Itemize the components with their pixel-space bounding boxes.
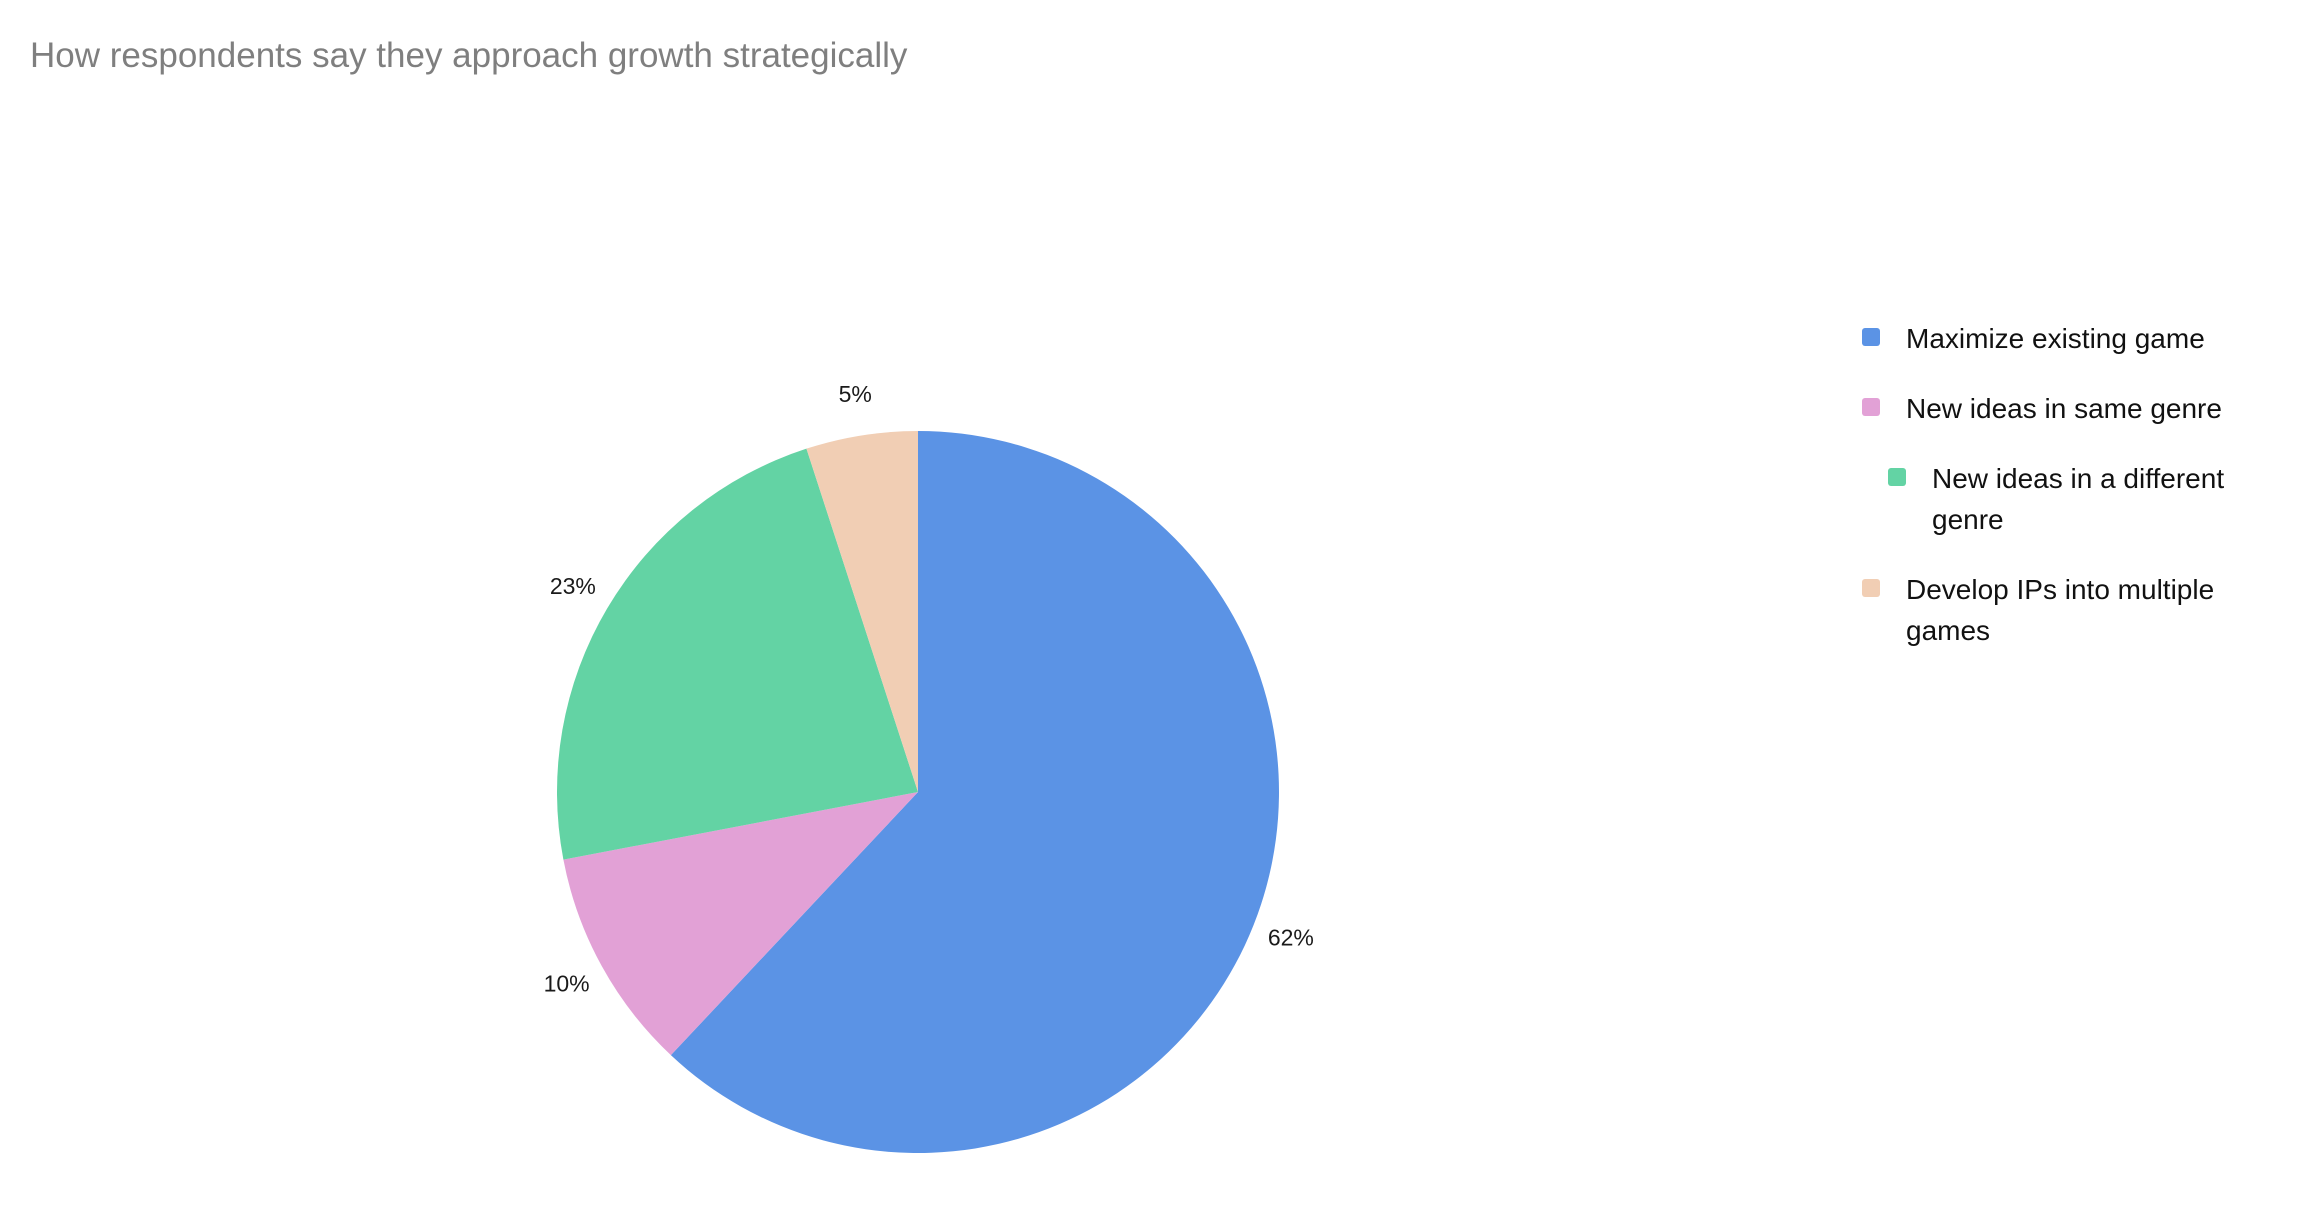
chart-title: How respondents say they approach growth… xyxy=(30,36,908,75)
pie-labels: 62% 10% 23% 5% xyxy=(544,381,1314,996)
pie-slices xyxy=(557,431,1279,1153)
pie-slice-maximize-existing-game[interactable] xyxy=(670,431,1279,1153)
legend-swatch-maximize-existing-game xyxy=(1862,328,1880,346)
legend-label-new-ideas-different-genre: New ideas in a different genre xyxy=(1932,463,2225,535)
legend-item-develop-ips[interactable]: Develop IPs into multiple games xyxy=(1862,569,2282,651)
pie-label-develop-ips: 5% xyxy=(839,381,872,407)
pie-label-new-ideas-different-genre: 23% xyxy=(550,573,596,599)
legend-swatch-develop-ips xyxy=(1862,579,1880,597)
legend-label-new-ideas-same-genre: New ideas in same genre xyxy=(1906,393,2222,424)
legend-item-maximize-existing-game[interactable]: Maximize existing game xyxy=(1862,318,2282,359)
pie-slice-new-ideas-different-genre[interactable] xyxy=(557,448,918,860)
legend-label-maximize-existing-game: Maximize existing game xyxy=(1906,323,2205,354)
pie-label-maximize-existing-game: 62% xyxy=(1268,925,1314,951)
legend-label-develop-ips: Develop IPs into multiple games xyxy=(1906,574,2215,646)
legend-swatch-new-ideas-different-genre xyxy=(1888,468,1906,486)
legend: Maximize existing game New ideas in same… xyxy=(1862,318,2282,680)
legend-item-new-ideas-same-genre[interactable]: New ideas in same genre xyxy=(1862,388,2282,429)
legend-swatch-new-ideas-same-genre xyxy=(1862,398,1880,416)
pie-slice-new-ideas-same-genre[interactable] xyxy=(563,792,918,1056)
legend-item-new-ideas-different-genre[interactable]: New ideas in a different genre xyxy=(1862,458,2282,540)
pie-slice-develop-ips[interactable] xyxy=(806,431,918,792)
pie-label-new-ideas-same-genre: 10% xyxy=(544,970,590,996)
